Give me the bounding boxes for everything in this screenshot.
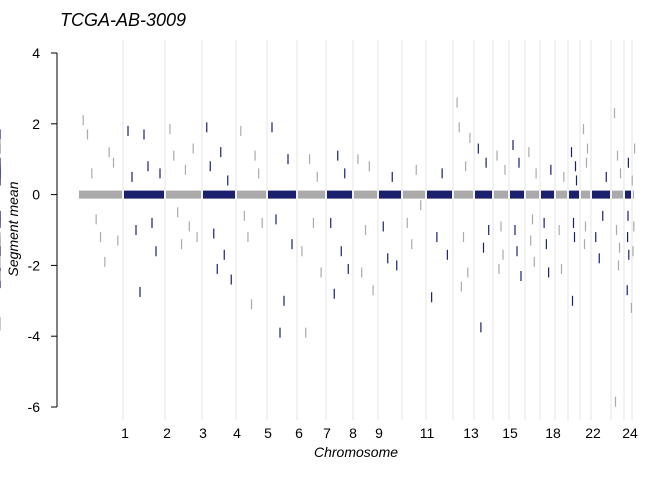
baseline-segment <box>124 190 164 199</box>
baseline-segment <box>427 190 452 199</box>
baseline-segment <box>569 190 579 199</box>
y-tick-label: 0 <box>32 187 40 203</box>
x-tick-label-chr-7: 7 <box>323 425 331 441</box>
x-tick-label-chr-22: 22 <box>585 425 601 441</box>
chromosome-5-segments <box>237 125 266 310</box>
chromosome-20-segments <box>569 147 579 306</box>
baseline-segment <box>203 190 235 199</box>
x-tick-label-chr-24: 24 <box>622 425 638 441</box>
chromosome-2-segments <box>124 125 164 297</box>
x-tick-label-chr-8: 8 <box>349 425 357 441</box>
baseline-segment <box>633 190 634 199</box>
x-tick-label-chr-1: 1 <box>121 425 129 441</box>
baseline-segment <box>268 190 296 199</box>
baseline-segment <box>526 190 539 199</box>
chromosome-11-segments <box>403 164 425 250</box>
baseline-segment <box>454 190 473 199</box>
baseline-segment <box>166 190 201 199</box>
chromosome-13-segments <box>454 97 473 292</box>
chromosome-1-segments <box>79 115 122 267</box>
baseline-segment <box>298 190 325 199</box>
chromosome-boundary-lines <box>122 40 633 420</box>
y-tick-label: -4 <box>28 328 41 344</box>
baseline-segment <box>510 190 524 199</box>
chromosome-23-segments <box>612 108 623 407</box>
x-tick-labels: 1 2 3 4 5 6 7 8 9 11 13 15 18 22 24 <box>121 425 638 441</box>
x-tick-label-chr-18: 18 <box>545 425 561 441</box>
chromosome-9-segments <box>354 154 377 296</box>
baseline-segment <box>592 190 610 199</box>
x-axis-label: Chromosome <box>314 444 398 460</box>
baseline-segment <box>237 190 266 199</box>
x-tick-label-chr-6: 6 <box>295 425 303 441</box>
chromosome-4-segments <box>203 122 235 285</box>
chromosome-8-segments <box>327 150 352 299</box>
chromosome-24-segments <box>625 157 631 296</box>
chromosome-6-segments <box>268 122 296 338</box>
baseline-segment <box>379 190 401 199</box>
chromosome-7-segments <box>298 154 325 338</box>
segment-points <box>0 97 636 407</box>
chromosome-25-segments <box>630 143 636 313</box>
chromosome-22-segments <box>592 171 610 264</box>
y-tick-label: -2 <box>28 257 41 273</box>
baseline-segment <box>327 190 352 199</box>
x-tick-label-chr-15: 15 <box>502 425 518 441</box>
x-tick-label-chr-4: 4 <box>233 425 241 441</box>
baseline-segment <box>541 190 554 199</box>
baseline-segment <box>354 190 377 199</box>
chromosome-18-segments <box>541 164 554 278</box>
baseline-segment <box>612 190 623 199</box>
chromosome-15-segments <box>494 150 508 274</box>
chromosome-21-segments <box>581 124 590 250</box>
chromosome-3-segments <box>166 124 201 250</box>
chromosome-17-segments <box>526 147 539 267</box>
y-tick-label: 2 <box>32 116 40 132</box>
x-tick-label-chr-5: 5 <box>264 425 272 441</box>
chromosome-14-segments <box>475 143 492 333</box>
baseline-segment <box>625 190 631 199</box>
baseline-segment <box>403 190 425 199</box>
x-tick-label-chr-9: 9 <box>375 425 383 441</box>
x-tick-label-chr-2: 2 <box>163 425 171 441</box>
chart-title: TCGA-AB-3009 <box>60 10 186 30</box>
y-axis-label: Segment mean <box>5 181 21 276</box>
chromosome-19-segments <box>556 171 567 274</box>
y-tick-label: 4 <box>32 45 40 61</box>
y-axis: -6 -4 -2 0 2 4 <box>28 45 58 415</box>
y-tick-label: -6 <box>28 399 41 415</box>
baseline-segment <box>556 190 567 199</box>
baseline-segment <box>581 190 590 199</box>
x-tick-label-chr-3: 3 <box>199 425 207 441</box>
baseline-segment <box>79 190 122 199</box>
x-tick-label-chr-13: 13 <box>463 425 479 441</box>
baseline-segment <box>494 190 508 199</box>
baseline-segment <box>475 190 492 199</box>
chromosome-16-segments <box>510 140 524 282</box>
x-tick-label-chr-11: 11 <box>420 425 435 441</box>
chromosome-12-segments <box>427 168 452 303</box>
chromosome-10-segments <box>379 171 401 271</box>
